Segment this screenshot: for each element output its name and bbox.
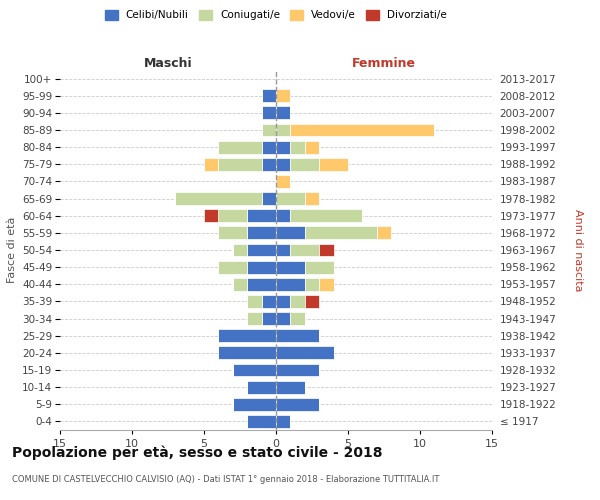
Text: Maschi: Maschi: [143, 57, 193, 70]
Bar: [305, 226, 377, 239]
Bar: [290, 140, 305, 153]
Bar: [305, 192, 319, 205]
Bar: [276, 364, 319, 376]
Bar: [319, 278, 334, 290]
Y-axis label: Fasce di età: Fasce di età: [7, 217, 17, 283]
Bar: [218, 158, 262, 170]
Bar: [175, 192, 262, 205]
Bar: [276, 380, 305, 394]
Bar: [276, 278, 305, 290]
Bar: [276, 192, 305, 205]
Text: COMUNE DI CASTELVECCHIO CALVISIO (AQ) - Dati ISTAT 1° gennaio 2018 - Elaborazion: COMUNE DI CASTELVECCHIO CALVISIO (AQ) - …: [12, 475, 439, 484]
Bar: [290, 124, 434, 136]
Legend: Celibi/Nubili, Coniugati/e, Vedovi/e, Divorziati/e: Celibi/Nubili, Coniugati/e, Vedovi/e, Di…: [105, 10, 447, 20]
Bar: [290, 210, 362, 222]
Bar: [233, 398, 276, 410]
Bar: [233, 244, 247, 256]
Bar: [276, 330, 319, 342]
Bar: [305, 260, 334, 274]
Y-axis label: Anni di nascita: Anni di nascita: [573, 209, 583, 291]
Bar: [276, 398, 319, 410]
Bar: [247, 244, 276, 256]
Bar: [204, 158, 218, 170]
Bar: [262, 90, 276, 102]
Bar: [247, 415, 276, 428]
Bar: [218, 226, 247, 239]
Bar: [262, 295, 276, 308]
Bar: [262, 192, 276, 205]
Bar: [262, 106, 276, 120]
Text: Popolazione per età, sesso e stato civile - 2018: Popolazione per età, sesso e stato civil…: [12, 445, 383, 460]
Bar: [290, 295, 305, 308]
Bar: [290, 244, 319, 256]
Bar: [276, 106, 290, 120]
Bar: [218, 260, 247, 274]
Bar: [290, 158, 319, 170]
Bar: [276, 210, 290, 222]
Bar: [276, 158, 290, 170]
Bar: [218, 346, 276, 360]
Bar: [247, 295, 262, 308]
Bar: [276, 312, 290, 325]
Bar: [247, 380, 276, 394]
Bar: [204, 210, 218, 222]
Bar: [233, 364, 276, 376]
Bar: [305, 278, 319, 290]
Text: Femmine: Femmine: [352, 57, 416, 70]
Bar: [262, 312, 276, 325]
Bar: [276, 90, 290, 102]
Bar: [276, 175, 290, 188]
Bar: [218, 140, 262, 153]
Bar: [247, 210, 276, 222]
Bar: [276, 260, 305, 274]
Bar: [262, 124, 276, 136]
Bar: [276, 124, 290, 136]
Bar: [377, 226, 391, 239]
Bar: [247, 260, 276, 274]
Bar: [276, 140, 290, 153]
Bar: [276, 226, 305, 239]
Bar: [290, 312, 305, 325]
Bar: [276, 346, 334, 360]
Bar: [247, 278, 276, 290]
Bar: [319, 244, 334, 256]
Bar: [276, 415, 290, 428]
Bar: [305, 140, 319, 153]
Bar: [218, 210, 247, 222]
Bar: [276, 244, 290, 256]
Bar: [247, 312, 262, 325]
Bar: [319, 158, 348, 170]
Bar: [305, 295, 319, 308]
Bar: [262, 158, 276, 170]
Bar: [233, 278, 247, 290]
Bar: [276, 295, 290, 308]
Bar: [247, 226, 276, 239]
Bar: [262, 140, 276, 153]
Bar: [218, 330, 276, 342]
